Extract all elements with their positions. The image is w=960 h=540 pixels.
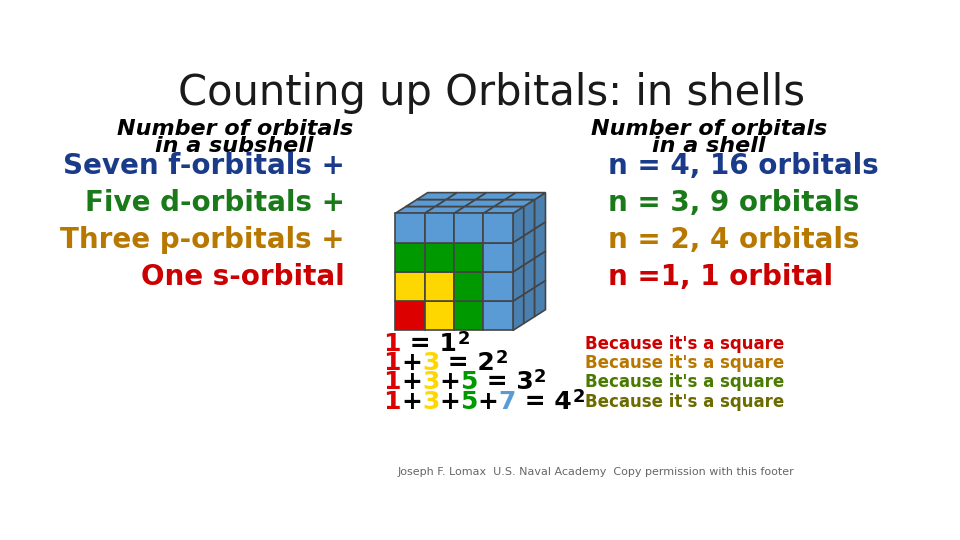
Polygon shape — [484, 206, 524, 213]
Polygon shape — [535, 251, 545, 287]
Text: in a subshell: in a subshell — [156, 136, 314, 156]
Polygon shape — [494, 200, 535, 206]
Text: 3: 3 — [421, 390, 440, 414]
Text: Three p-orbitals +: Three p-orbitals + — [60, 226, 345, 254]
Text: One s-orbital: One s-orbital — [141, 262, 345, 291]
Text: +: + — [477, 390, 498, 414]
Text: Because it's a square: Because it's a square — [585, 393, 784, 411]
Polygon shape — [535, 193, 545, 229]
Polygon shape — [513, 265, 524, 301]
Bar — [484, 213, 513, 242]
Polygon shape — [535, 222, 545, 258]
Text: 1: 1 — [383, 351, 401, 375]
Polygon shape — [505, 193, 545, 200]
Polygon shape — [465, 200, 505, 206]
Text: = 2: = 2 — [440, 351, 495, 375]
Text: 2: 2 — [458, 330, 470, 348]
Text: 1: 1 — [383, 390, 401, 414]
Text: +: + — [401, 390, 421, 414]
Polygon shape — [446, 193, 487, 200]
Text: in a shell: in a shell — [652, 136, 766, 156]
Text: +: + — [440, 370, 460, 394]
Bar — [424, 301, 454, 330]
Text: n = 3, 9 orbitals: n = 3, 9 orbitals — [609, 190, 859, 218]
Polygon shape — [396, 206, 436, 213]
Polygon shape — [417, 193, 457, 200]
Polygon shape — [524, 200, 535, 236]
Bar — [484, 242, 513, 272]
Bar — [396, 213, 424, 242]
Text: 5: 5 — [460, 370, 477, 394]
Polygon shape — [454, 206, 494, 213]
Text: +: + — [401, 370, 421, 394]
Text: 2: 2 — [572, 388, 585, 407]
Bar — [454, 272, 484, 301]
Text: n = 4, 16 orbitals: n = 4, 16 orbitals — [609, 152, 879, 180]
Bar — [396, 242, 424, 272]
Polygon shape — [535, 280, 545, 316]
Text: Seven f-orbitals +: Seven f-orbitals + — [62, 152, 345, 180]
Bar — [454, 301, 484, 330]
Bar — [424, 213, 454, 242]
Polygon shape — [513, 236, 524, 272]
Polygon shape — [513, 206, 524, 242]
Text: +: + — [401, 351, 421, 375]
Polygon shape — [476, 193, 516, 200]
Bar — [484, 301, 513, 330]
Text: Counting up Orbitals: in shells: Counting up Orbitals: in shells — [179, 72, 805, 114]
Text: 2: 2 — [495, 349, 508, 367]
Bar — [484, 272, 513, 301]
Polygon shape — [424, 206, 465, 213]
Polygon shape — [513, 294, 524, 330]
Text: = 1: = 1 — [401, 332, 457, 355]
Bar — [396, 301, 424, 330]
Text: Because it's a square: Because it's a square — [585, 335, 784, 353]
Text: Five d-orbitals +: Five d-orbitals + — [84, 190, 345, 218]
Text: = 4: = 4 — [516, 390, 571, 414]
Polygon shape — [524, 229, 535, 265]
Text: = 3: = 3 — [477, 370, 533, 394]
Bar — [454, 242, 484, 272]
Polygon shape — [524, 287, 535, 323]
Text: Number of orbitals: Number of orbitals — [116, 119, 353, 139]
Text: Because it's a square: Because it's a square — [585, 354, 784, 372]
Text: 3: 3 — [421, 351, 440, 375]
Text: 1: 1 — [383, 332, 401, 355]
Bar — [396, 272, 424, 301]
Bar — [424, 242, 454, 272]
Text: Joseph F. Lomax  U.S. Naval Academy  Copy permission with this footer: Joseph F. Lomax U.S. Naval Academy Copy … — [397, 467, 794, 477]
Text: 3: 3 — [421, 370, 440, 394]
Text: 5: 5 — [460, 390, 477, 414]
Text: Number of orbitals: Number of orbitals — [590, 119, 828, 139]
Polygon shape — [436, 200, 476, 206]
Bar — [454, 213, 484, 242]
Polygon shape — [524, 258, 535, 294]
Text: n = 2, 4 orbitals: n = 2, 4 orbitals — [609, 226, 860, 254]
Text: 2: 2 — [534, 368, 546, 387]
Text: Because it's a square: Because it's a square — [585, 373, 784, 391]
Polygon shape — [406, 200, 446, 206]
Bar — [424, 272, 454, 301]
Text: +: + — [440, 390, 460, 414]
Text: 1: 1 — [383, 370, 401, 394]
Text: n =1, 1 orbital: n =1, 1 orbital — [609, 262, 833, 291]
Text: 7: 7 — [498, 390, 516, 414]
